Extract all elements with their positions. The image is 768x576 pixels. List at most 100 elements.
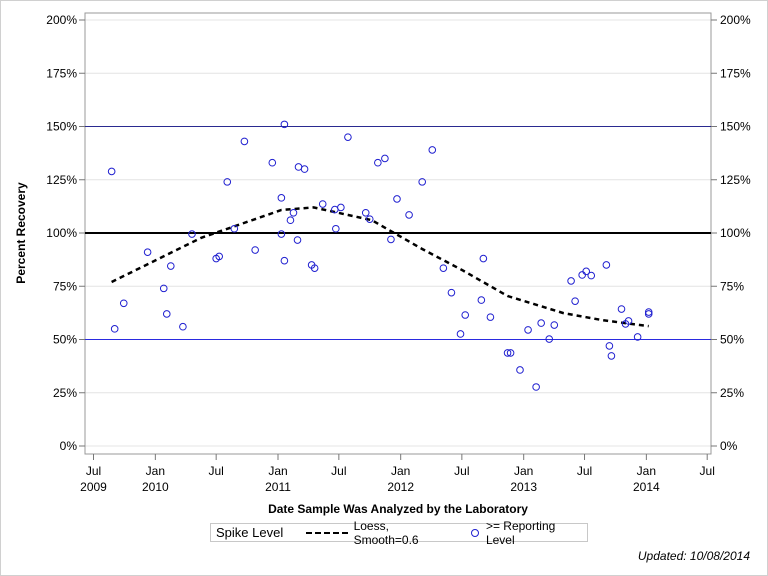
data-point bbox=[605, 342, 614, 350]
x-tick-year: 2010 bbox=[142, 480, 169, 494]
data-point bbox=[286, 216, 295, 225]
data-point bbox=[587, 271, 596, 280]
data-point bbox=[477, 296, 486, 304]
data-point bbox=[332, 224, 340, 233]
data-point bbox=[644, 310, 653, 318]
data-point bbox=[456, 330, 465, 338]
x-tick-label: Jan bbox=[146, 464, 165, 478]
x-tick-label: Jul bbox=[331, 464, 346, 478]
data-point bbox=[532, 383, 540, 391]
y-tick-label: 50% bbox=[53, 333, 77, 347]
x-tick-label: Jan bbox=[514, 464, 533, 478]
data-point bbox=[251, 246, 259, 254]
y-tick-label: 200% bbox=[46, 13, 77, 27]
y-tick-label-right: 150% bbox=[720, 120, 751, 134]
data-point bbox=[337, 203, 345, 212]
x-axis-label: Date Sample Was Analyzed by the Laborato… bbox=[268, 502, 528, 516]
x-tick-year: 2009 bbox=[80, 480, 107, 494]
data-point bbox=[374, 158, 382, 167]
x-tick-label: Jul bbox=[454, 464, 469, 478]
data-point bbox=[550, 321, 559, 329]
y-tick-label-right: 200% bbox=[720, 13, 751, 27]
data-point bbox=[240, 137, 249, 146]
y-tick-label: 75% bbox=[53, 279, 77, 293]
data-point bbox=[162, 310, 171, 318]
data-point bbox=[607, 352, 616, 360]
y-tick-label: 0% bbox=[60, 439, 78, 453]
data-point bbox=[387, 235, 395, 244]
loess-line bbox=[111, 206, 649, 328]
data-point bbox=[405, 211, 413, 219]
data-point bbox=[344, 133, 352, 141]
legend-title: Spike Level bbox=[216, 525, 284, 540]
data-point bbox=[381, 154, 389, 163]
x-tick-label: Jan bbox=[391, 464, 410, 478]
y-tick-label-right: 125% bbox=[720, 173, 751, 187]
x-tick-year: 2011 bbox=[265, 480, 291, 494]
data-point bbox=[268, 158, 277, 167]
data-point bbox=[167, 262, 175, 270]
data-point bbox=[461, 311, 470, 319]
data-point bbox=[143, 248, 152, 256]
data-point bbox=[479, 254, 488, 263]
data-point bbox=[567, 277, 575, 285]
y-tick-label: 175% bbox=[46, 66, 77, 80]
data-point bbox=[393, 195, 401, 203]
data-point bbox=[524, 326, 532, 334]
data-point bbox=[215, 252, 223, 261]
data-point bbox=[537, 319, 545, 327]
y-tick-label-right: 75% bbox=[720, 279, 744, 293]
data-point bbox=[578, 271, 586, 279]
data-point bbox=[179, 322, 187, 331]
data-point bbox=[119, 299, 128, 308]
x-tick-label: Jan bbox=[637, 464, 656, 478]
y-tick-label-right: 100% bbox=[720, 226, 751, 240]
legend-loess: Loess, Smooth=0.6 bbox=[353, 518, 419, 547]
dashed-line-icon bbox=[305, 531, 348, 534]
data-point bbox=[365, 215, 374, 223]
data-point bbox=[110, 325, 119, 333]
data-point bbox=[582, 267, 591, 276]
data-point bbox=[486, 313, 495, 321]
y-tick-label: 25% bbox=[53, 386, 77, 400]
data-point bbox=[300, 165, 309, 173]
x-tick-label: Jul bbox=[86, 464, 101, 478]
x-tick-year: 2014 bbox=[633, 480, 660, 494]
data-point bbox=[617, 305, 626, 313]
legend: Spike Level Loess, Smooth=0.6 >= Reporti… bbox=[210, 519, 588, 547]
data-point bbox=[277, 230, 286, 238]
legend-points: >= Reporting Level bbox=[485, 518, 556, 547]
data-point bbox=[188, 230, 196, 238]
y-axis-label: Percent Recovery bbox=[14, 182, 28, 284]
data-point bbox=[439, 264, 448, 272]
data-point bbox=[289, 208, 298, 217]
data-point bbox=[644, 308, 653, 316]
x-tick-label: Jan bbox=[268, 464, 287, 478]
data-point bbox=[418, 178, 426, 186]
data-point bbox=[277, 194, 286, 202]
data-point bbox=[571, 297, 579, 305]
x-tick-year: 2013 bbox=[510, 480, 537, 494]
circle-marker-icon bbox=[470, 528, 479, 537]
data-point bbox=[293, 236, 302, 244]
data-point bbox=[545, 335, 554, 343]
y-tick-label-right: 0% bbox=[720, 439, 738, 453]
x-tick-year: 2012 bbox=[387, 480, 414, 494]
data-point bbox=[310, 264, 319, 272]
data-point bbox=[159, 284, 168, 293]
data-point bbox=[506, 349, 515, 357]
y-tick-label: 150% bbox=[46, 120, 77, 134]
data-point bbox=[361, 208, 370, 217]
data-point bbox=[516, 366, 524, 374]
data-point bbox=[223, 178, 232, 186]
y-tick-label: 100% bbox=[46, 226, 77, 240]
data-point bbox=[602, 261, 611, 269]
data-point bbox=[280, 120, 289, 129]
data-point bbox=[318, 200, 327, 208]
data-point bbox=[624, 317, 633, 325]
data-point bbox=[503, 349, 512, 357]
data-point bbox=[230, 224, 239, 233]
x-tick-label: Jul bbox=[209, 464, 224, 478]
x-tick-label: Jul bbox=[577, 464, 592, 478]
